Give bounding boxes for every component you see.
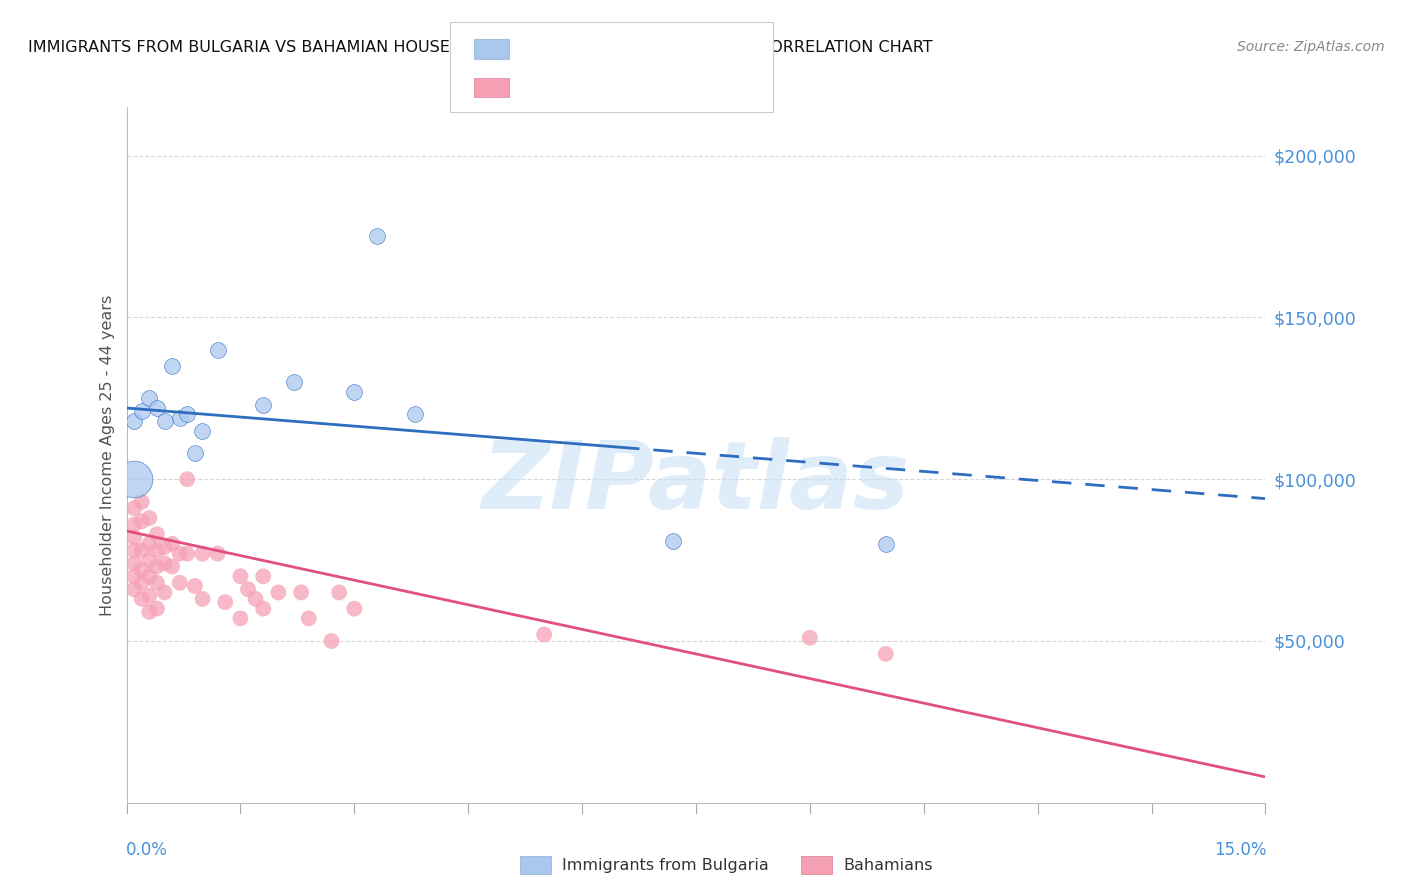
Point [122, 569, 145, 583]
Point [146, 575, 169, 590]
Point [236, 582, 259, 597]
Point [169, 575, 191, 590]
Point [176, 408, 198, 422]
Point [662, 533, 685, 548]
Point [875, 537, 897, 551]
Point [153, 414, 176, 428]
Point [131, 404, 153, 418]
Point [169, 547, 191, 561]
Point [131, 543, 153, 558]
Point [138, 553, 160, 567]
Point [191, 547, 214, 561]
Point [138, 605, 160, 619]
Point [131, 591, 153, 606]
Point [207, 343, 229, 357]
Point [153, 557, 176, 571]
Point [343, 384, 366, 399]
Point [122, 414, 145, 428]
Point [343, 601, 366, 615]
Text: 15.0%: 15.0% [1213, 841, 1267, 859]
Point [229, 611, 252, 625]
Text: IMMIGRANTS FROM BULGARIA VS BAHAMIAN HOUSEHOLDER INCOME AGES 25 - 44 YEARS CORRE: IMMIGRANTS FROM BULGARIA VS BAHAMIAN HOU… [28, 40, 932, 55]
Point [252, 398, 274, 412]
Point [176, 547, 198, 561]
Point [252, 601, 274, 615]
Point [122, 501, 145, 516]
Point [122, 517, 145, 532]
Text: Immigrants from Bulgaria: Immigrants from Bulgaria [562, 858, 769, 872]
Point [229, 569, 252, 583]
Point [328, 585, 350, 599]
Point [160, 359, 183, 373]
Point [290, 585, 312, 599]
Point [131, 514, 153, 528]
Point [146, 401, 169, 415]
Point [146, 601, 169, 615]
Point [533, 627, 555, 641]
Point [153, 540, 176, 554]
Point [131, 495, 153, 509]
Point [122, 582, 145, 597]
Point [138, 589, 160, 603]
Text: -0.388: -0.388 [548, 78, 607, 96]
Text: N =: N = [614, 78, 651, 96]
Point [138, 537, 160, 551]
Point [799, 631, 821, 645]
Point [298, 611, 321, 625]
Point [131, 563, 153, 577]
Point [138, 569, 160, 583]
Text: R =: R = [520, 78, 557, 96]
Text: R =: R = [520, 40, 557, 58]
Text: 52: 52 [640, 78, 662, 96]
Point [184, 579, 207, 593]
Point [122, 557, 145, 571]
Point [267, 585, 290, 599]
Y-axis label: Householder Income Ages 25 - 44 years: Householder Income Ages 25 - 44 years [100, 294, 115, 615]
Point [122, 543, 145, 558]
Point [184, 446, 207, 460]
Point [207, 547, 229, 561]
Point [875, 647, 897, 661]
Point [366, 229, 388, 244]
Point [404, 408, 426, 422]
Point [191, 424, 214, 438]
Point [176, 472, 198, 486]
Point [146, 543, 169, 558]
Point [160, 537, 183, 551]
Point [138, 392, 160, 406]
Point [245, 591, 267, 606]
Point [138, 511, 160, 525]
Text: Source: ZipAtlas.com: Source: ZipAtlas.com [1237, 40, 1385, 54]
Point [252, 569, 274, 583]
Point [214, 595, 236, 609]
Point [160, 559, 183, 574]
Point [321, 634, 343, 648]
Point [191, 591, 214, 606]
Point [122, 472, 145, 486]
Point [146, 527, 169, 541]
Text: -0.144: -0.144 [548, 40, 607, 58]
Text: ZIPatlas: ZIPatlas [482, 437, 910, 529]
Text: Bahamians: Bahamians [844, 858, 934, 872]
Point [146, 559, 169, 574]
Point [122, 531, 145, 545]
Text: 0.0%: 0.0% [125, 841, 167, 859]
Point [131, 575, 153, 590]
Point [283, 375, 305, 389]
Point [153, 585, 176, 599]
Text: 18: 18 [640, 40, 662, 58]
Point [169, 410, 191, 425]
Text: N =: N = [614, 40, 651, 58]
